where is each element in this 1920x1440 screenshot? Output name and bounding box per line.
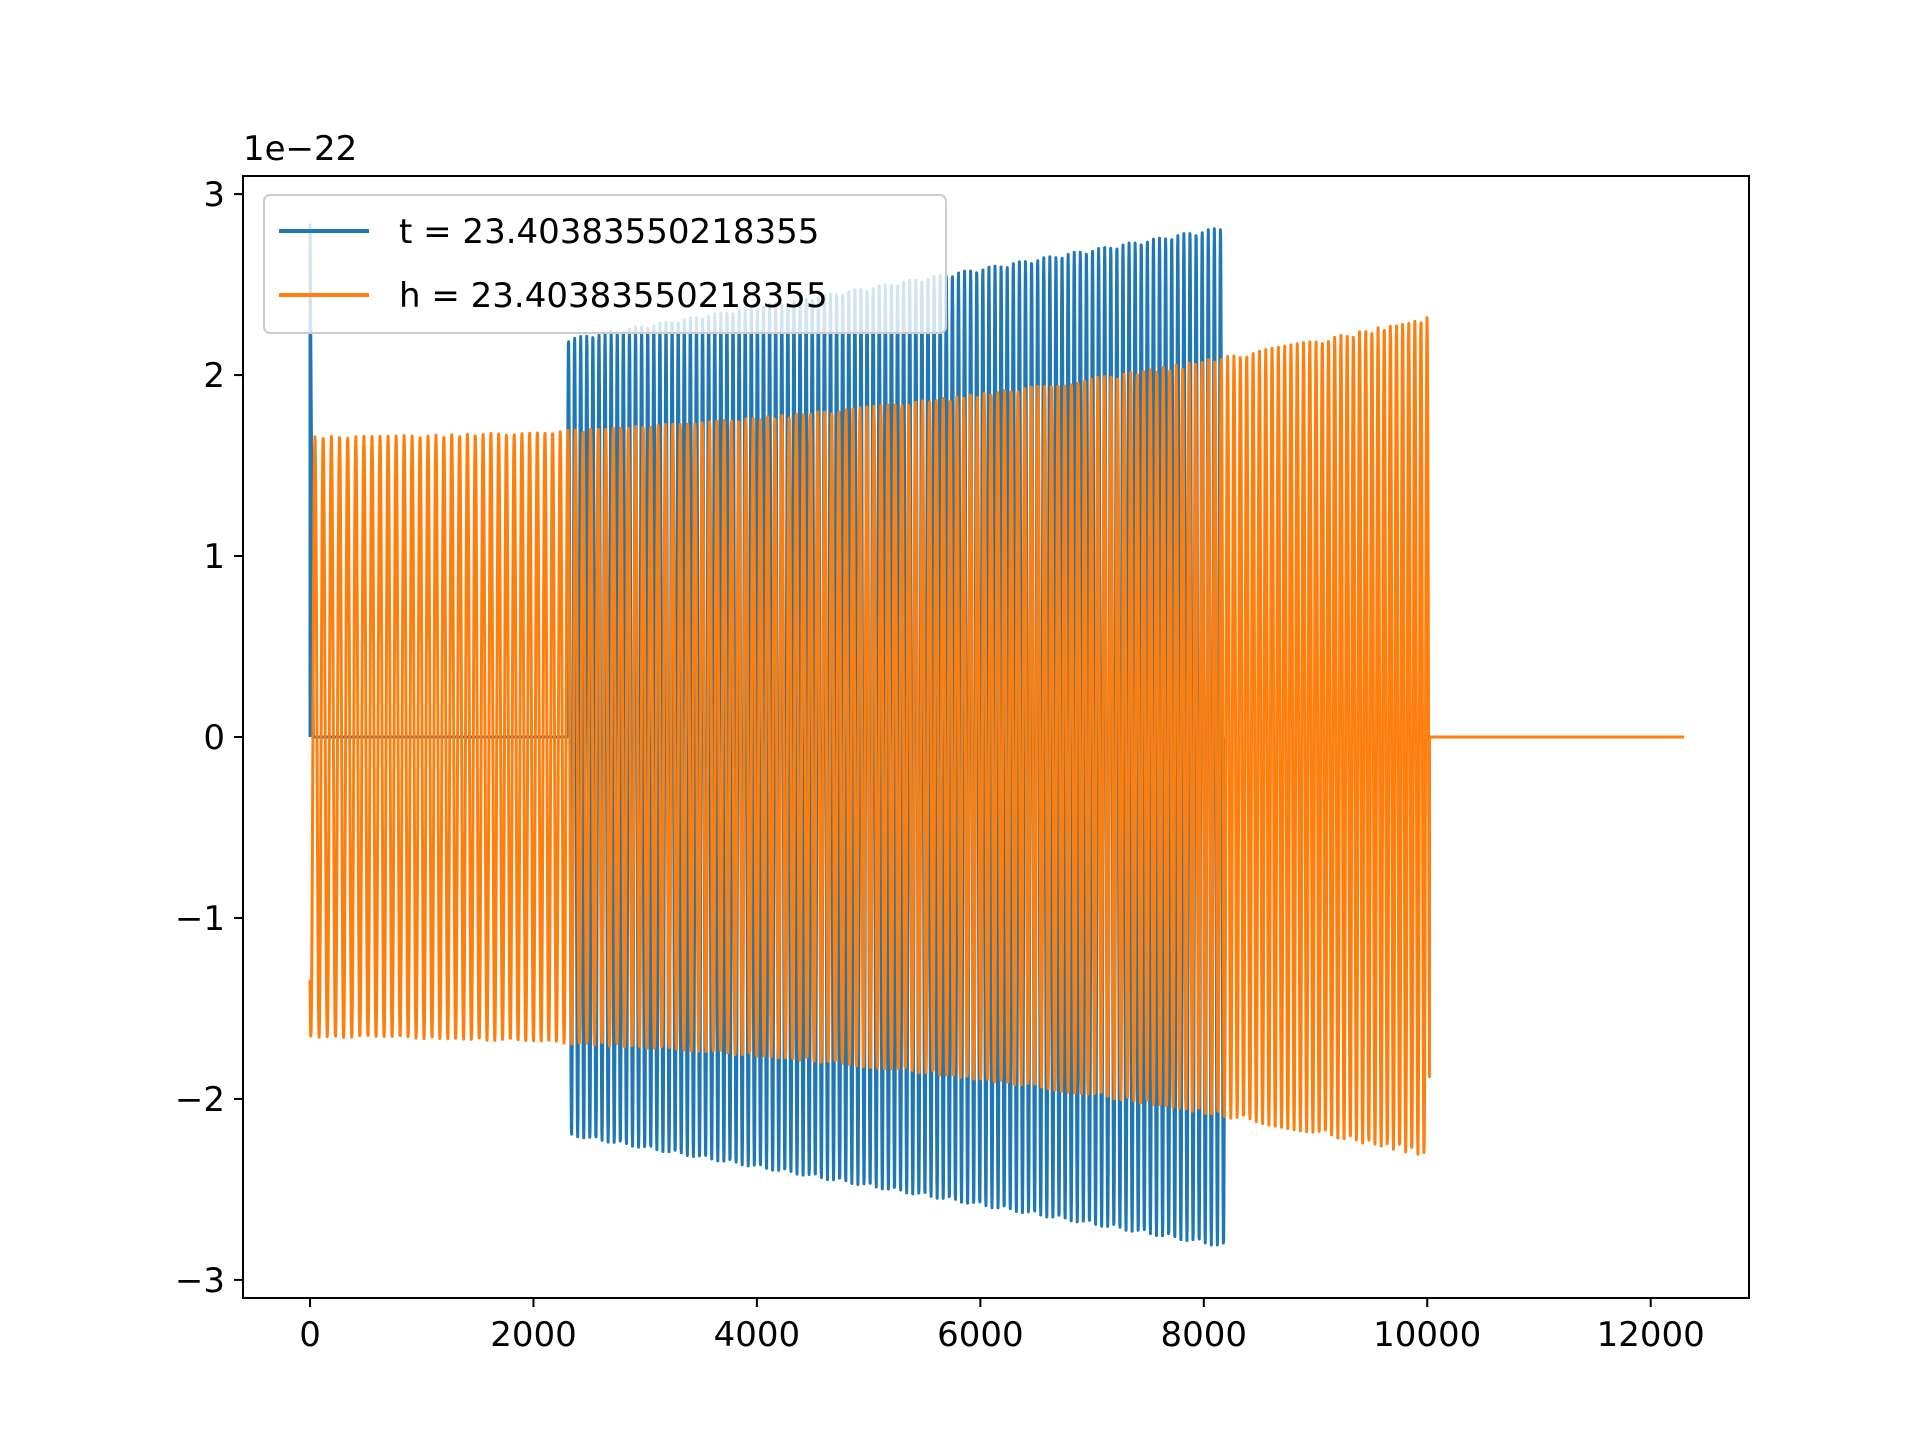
legend-box bbox=[263, 194, 947, 334]
series-line-1 bbox=[308, 316, 1685, 1156]
x-tick-label: 10000 bbox=[1373, 1315, 1481, 1355]
y-axis: 3 2 1 0 −1 −2 −3 bbox=[175, 175, 243, 1301]
x-tick-label: 6000 bbox=[937, 1315, 1024, 1355]
x-axis: 0 2000 4000 6000 8000 10000 12000 bbox=[299, 1298, 1705, 1355]
series-layer bbox=[308, 223, 1685, 1247]
y-tick-label: 0 bbox=[203, 718, 225, 758]
legend-label-1: h = 23.40383550218355 bbox=[399, 276, 828, 316]
y-tick-label: −3 bbox=[175, 1261, 225, 1301]
x-tick-label: 4000 bbox=[714, 1315, 801, 1355]
legend-label-0: t = 23.40383550218355 bbox=[399, 212, 819, 252]
y-tick-label: −2 bbox=[175, 1080, 225, 1120]
x-tick-label: 2000 bbox=[490, 1315, 577, 1355]
x-tick-label: 8000 bbox=[1161, 1315, 1248, 1355]
y-tick-label: 1 bbox=[203, 537, 225, 577]
x-tick-label: 0 bbox=[299, 1315, 321, 1355]
x-tick-label: 12000 bbox=[1597, 1315, 1705, 1355]
y-tick-label: 2 bbox=[203, 356, 225, 396]
legend: t = 23.40383550218355 h = 23.403835502183… bbox=[263, 194, 947, 334]
y-tick-label: 3 bbox=[203, 175, 225, 215]
y-tick-label: −1 bbox=[175, 899, 225, 939]
y-offset-label: 1e−22 bbox=[243, 129, 357, 169]
